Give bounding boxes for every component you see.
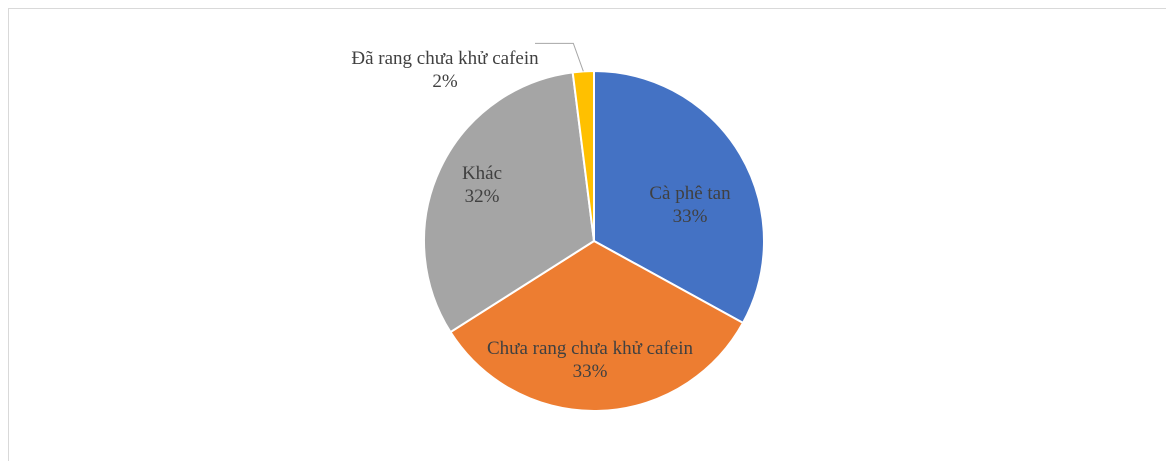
- percent-label: 2%: [432, 71, 458, 92]
- percent-label: 33%: [672, 206, 708, 227]
- chart-frame: [8, 8, 1166, 461]
- category-name: Đã rang chưa khử cafein: [351, 48, 539, 69]
- category-name: Chưa rang chưa khử cafein: [486, 338, 694, 359]
- pie-slice: [593, 69, 765, 325]
- data-label: Khác 32%: [422, 162, 542, 208]
- leader-line: [535, 42, 584, 72]
- pie-slice: [449, 239, 745, 412]
- category-name: Cà phê tan: [649, 183, 731, 204]
- category-name: Khác: [461, 163, 503, 184]
- pie-slice: [422, 71, 596, 334]
- data-label: Đã rang chưa khử cafein 2%: [345, 47, 545, 93]
- percent-label: 33%: [572, 361, 608, 382]
- percent-label: 32%: [464, 186, 500, 207]
- data-label: Chưa rang chưa khử cafein 33%: [460, 337, 720, 383]
- data-label: Cà phê tan 33%: [610, 182, 770, 228]
